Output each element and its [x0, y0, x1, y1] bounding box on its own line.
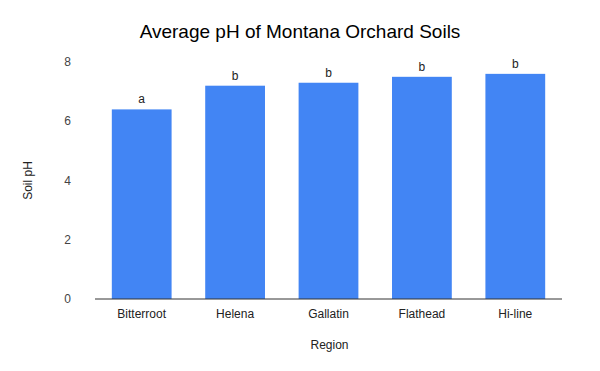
- labels: a Bitterroot b Helena b Gallatin b Flathead b Hi-…: [117, 57, 532, 321]
- significance-letter: b: [512, 57, 519, 71]
- y-axis-title: Soil pH: [21, 161, 35, 200]
- x-axis-title: Region: [310, 338, 348, 352]
- bar: [392, 77, 452, 299]
- significance-letter: b: [419, 60, 426, 74]
- x-tick-label: Gallatin: [308, 307, 349, 321]
- x-tick-label: Hi-line: [498, 307, 532, 321]
- y-tick-label: 2: [64, 233, 71, 247]
- chart-container: Average pH of Montana Orchard Soils 0 2 4 6 8…: [0, 0, 600, 371]
- x-tick-label: Bitterroot: [117, 307, 166, 321]
- bar: [299, 83, 359, 299]
- significance-letter: b: [232, 69, 239, 83]
- significance-letter: a: [138, 92, 145, 106]
- y-tick-label: 8: [64, 55, 71, 69]
- x-tick-label: Helena: [216, 307, 254, 321]
- x-axis-line: [95, 299, 562, 300]
- bars: [112, 74, 545, 299]
- bar: [205, 86, 265, 299]
- bar: [485, 74, 545, 299]
- x-tick-label: Flathead: [399, 307, 446, 321]
- chart-svg: Average pH of Montana Orchard Soils 0 2 4 6 8…: [0, 0, 600, 371]
- significance-letter: b: [325, 66, 332, 80]
- background: [0, 0, 600, 371]
- y-tick-label: 6: [64, 114, 71, 128]
- y-tick-label: 0: [64, 292, 71, 306]
- y-tick-label: 4: [64, 174, 71, 188]
- chart-title: Average pH of Montana Orchard Soils: [140, 21, 461, 42]
- bar: [112, 109, 172, 299]
- y-axis: 0 2 4 6 8: [64, 55, 92, 306]
